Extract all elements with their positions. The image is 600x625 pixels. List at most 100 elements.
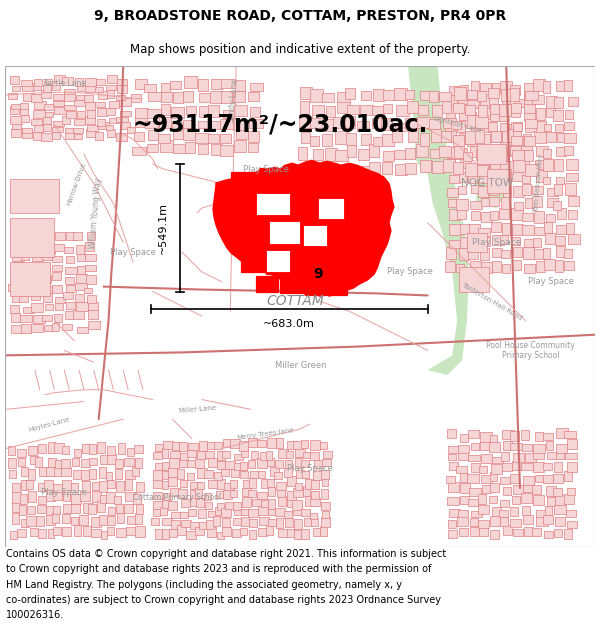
Bar xyxy=(233,119,245,131)
Bar xyxy=(445,261,455,272)
Bar xyxy=(74,449,81,456)
Bar xyxy=(118,85,127,93)
Bar xyxy=(73,232,82,241)
Bar xyxy=(320,489,328,499)
Bar xyxy=(503,441,512,449)
Bar xyxy=(311,491,319,499)
Bar xyxy=(115,459,123,468)
Bar xyxy=(565,452,577,459)
Bar xyxy=(250,83,263,91)
Bar xyxy=(127,126,135,133)
Bar xyxy=(38,444,46,452)
Bar xyxy=(395,164,407,174)
Bar xyxy=(195,459,204,468)
Polygon shape xyxy=(353,229,377,254)
Bar xyxy=(469,224,480,234)
Bar xyxy=(278,449,288,458)
Bar xyxy=(500,81,512,92)
Bar xyxy=(488,95,499,107)
Bar xyxy=(287,476,296,486)
Bar xyxy=(449,462,458,470)
Bar xyxy=(61,459,70,468)
Bar xyxy=(522,444,532,451)
Bar xyxy=(536,509,547,518)
Bar xyxy=(369,144,379,157)
Text: William·Young·Way: William·Young·Way xyxy=(88,176,103,249)
Bar xyxy=(181,521,191,528)
Bar xyxy=(511,238,520,246)
Bar xyxy=(31,294,40,301)
Bar xyxy=(75,78,83,86)
Bar xyxy=(405,118,418,127)
Bar xyxy=(43,117,50,124)
Bar xyxy=(294,519,302,529)
Bar xyxy=(522,225,534,234)
Bar xyxy=(230,480,237,488)
Bar xyxy=(55,468,61,476)
Polygon shape xyxy=(244,193,266,217)
Bar xyxy=(206,442,215,449)
Bar xyxy=(47,442,55,452)
Bar xyxy=(502,452,509,461)
Bar xyxy=(454,88,466,100)
Bar xyxy=(460,483,470,493)
Bar xyxy=(75,294,84,302)
Bar xyxy=(533,444,545,452)
Bar xyxy=(448,446,459,452)
Bar xyxy=(196,498,204,507)
Bar xyxy=(169,501,177,509)
Bar xyxy=(184,76,197,88)
Bar xyxy=(525,452,536,462)
Bar xyxy=(459,172,467,181)
Polygon shape xyxy=(303,225,328,246)
Bar xyxy=(87,232,95,241)
Bar xyxy=(493,234,504,246)
Bar xyxy=(172,122,184,129)
Bar xyxy=(52,284,62,294)
Bar xyxy=(536,516,548,526)
Bar xyxy=(266,451,272,461)
Bar xyxy=(135,108,148,118)
Bar xyxy=(568,97,578,106)
Bar xyxy=(33,132,41,140)
Bar xyxy=(521,145,532,155)
Bar xyxy=(556,451,564,459)
Bar xyxy=(491,222,502,232)
Bar xyxy=(313,471,323,480)
Bar xyxy=(335,131,348,144)
Bar xyxy=(134,132,144,141)
Bar xyxy=(500,234,508,244)
Bar xyxy=(62,116,70,124)
Bar xyxy=(180,511,188,518)
Bar xyxy=(195,133,209,143)
Bar xyxy=(337,101,350,112)
Bar xyxy=(43,85,50,92)
Bar xyxy=(268,487,275,496)
Bar xyxy=(198,144,208,154)
Bar xyxy=(394,150,405,159)
Bar xyxy=(524,83,536,94)
Bar xyxy=(456,148,467,159)
Bar xyxy=(217,461,226,469)
Bar xyxy=(479,174,488,182)
Bar xyxy=(52,265,62,271)
Bar xyxy=(500,518,508,526)
Bar xyxy=(98,122,109,129)
Bar xyxy=(33,315,44,323)
Bar xyxy=(221,469,229,476)
Bar xyxy=(199,441,206,451)
Text: Lightfoot·Lane: Lightfoot·Lane xyxy=(432,115,482,134)
Bar xyxy=(322,93,334,102)
Bar xyxy=(250,107,260,117)
Bar xyxy=(566,222,574,234)
Bar xyxy=(564,122,574,131)
Text: Play Space: Play Space xyxy=(287,464,333,472)
Bar xyxy=(553,201,561,210)
Bar xyxy=(439,146,451,157)
Bar xyxy=(521,493,532,502)
Text: Hoyles·Lane: Hoyles·Lane xyxy=(28,416,71,432)
Bar xyxy=(502,129,513,142)
Bar xyxy=(534,131,545,143)
Bar xyxy=(44,79,52,84)
Bar xyxy=(533,239,541,248)
